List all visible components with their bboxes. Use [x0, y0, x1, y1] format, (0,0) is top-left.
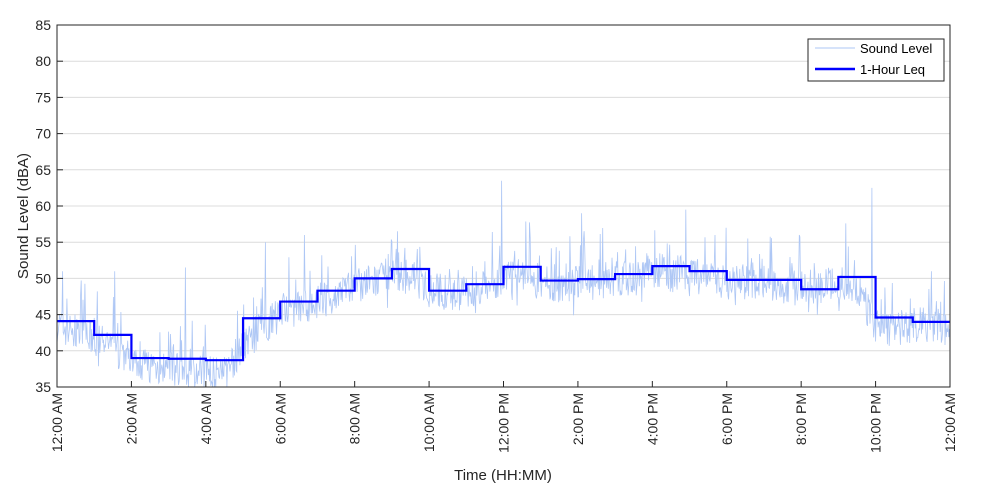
x-tick-label: 2:00 AM: [123, 393, 139, 444]
y-tick-label: 60: [35, 198, 51, 214]
y-tick-label: 40: [35, 343, 51, 359]
x-tick-label: 6:00 AM: [272, 393, 288, 444]
x-tick-label: 4:00 AM: [198, 393, 214, 444]
y-axis-label: Sound Level (dBA): [15, 153, 32, 279]
x-axis-ticks: 12:00 AM 2:00 AM 4:00 AM 6:00 AM 8:00 AM 10:0…: [49, 381, 958, 453]
y-tick-label: 70: [35, 126, 51, 142]
y-tick-label: 65: [35, 162, 51, 178]
y-tick-label: 85: [35, 17, 51, 33]
x-tick-label: 2:00 PM: [570, 393, 586, 445]
plot-series-group: [56, 180, 951, 388]
legend-box: [807, 38, 945, 82]
x-tick-label: 12:00 AM: [49, 393, 65, 452]
x-tick-label: 12:00 AM: [942, 393, 958, 452]
y-axis-ticks: 35 40 45 50 55 60 65 70 75 80 85: [35, 17, 63, 395]
y-tick-label: 55: [35, 234, 51, 250]
y-tick-label: 50: [35, 270, 51, 286]
x-tick-label: 8:00 PM: [793, 393, 809, 445]
y-tick-label: 35: [35, 379, 51, 395]
y-tick-label: 75: [35, 89, 51, 105]
x-tick-label: 8:00 AM: [347, 393, 363, 444]
x-tick-label: 12:00 PM: [496, 393, 512, 453]
y-tick-label: 80: [35, 53, 51, 69]
x-tick-label: 10:00 AM: [421, 393, 437, 452]
legend-label-sound-level: Sound Level: [860, 41, 932, 56]
series-line-1-hour-leq: [57, 264, 950, 362]
x-tick-label: 4:00 PM: [644, 393, 660, 445]
legend-label-leq: 1-Hour Leq: [860, 62, 925, 77]
y-tick-label: 45: [35, 307, 51, 323]
x-tick-label: 6:00 PM: [719, 393, 735, 445]
x-axis-label: Time (HH:MM): [454, 467, 552, 484]
legend: Sound Level 1-Hour Leq: [807, 38, 945, 82]
x-tick-label: 10:00 PM: [868, 393, 884, 453]
